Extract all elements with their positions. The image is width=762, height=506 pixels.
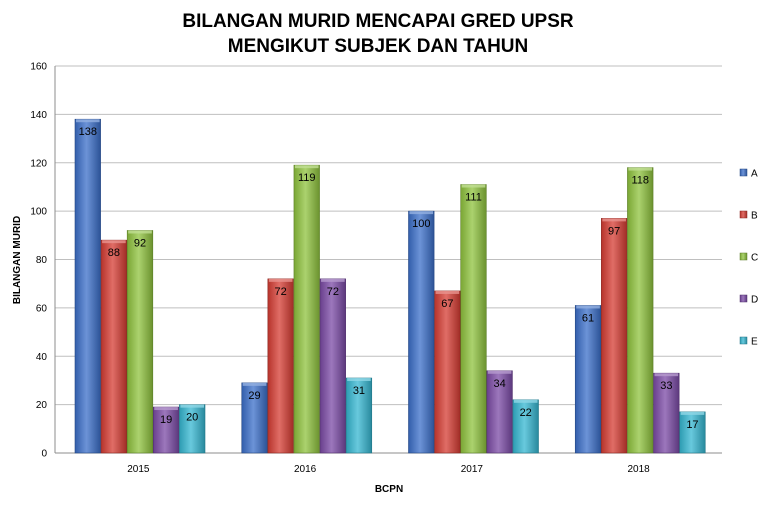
bar-C-2017: [460, 184, 487, 454]
x-axis-ticks: 2015 2016 2017 2018: [127, 464, 650, 475]
bar-B-2018: [601, 218, 628, 454]
legend-label-B: B: [751, 211, 758, 222]
bar-cap: [76, 119, 100, 123]
data-label: 17: [686, 419, 698, 431]
bar-D-2016: [319, 278, 346, 454]
bar-B-2017: [434, 290, 461, 454]
legend-swatch-B: [739, 210, 748, 219]
bar-cap: [654, 373, 679, 377]
y-tick-label: 80: [36, 255, 48, 266]
y-tick-label: 140: [30, 110, 47, 121]
data-label: 111: [465, 192, 482, 204]
y-tick-label: 20: [36, 400, 48, 411]
bar-C-2016: [293, 164, 320, 454]
x-tick-label: 2017: [461, 464, 484, 475]
bar-C-2015: [126, 230, 154, 454]
chart-title-line-1: BILANGAN MURID MENCAPAI GRED UPSR: [182, 11, 574, 32]
bar-B-2016: [267, 278, 294, 454]
bar-cap: [154, 407, 178, 411]
bar-cap: [102, 240, 126, 244]
legend-label-C: C: [751, 253, 758, 264]
data-label: 88: [108, 247, 120, 259]
bar-cap: [461, 184, 486, 188]
bar-cap: [513, 399, 538, 403]
bar-D-2017: [486, 370, 513, 454]
bar-cap: [180, 404, 204, 408]
y-tick-label: 40: [36, 352, 48, 363]
bar-cap: [628, 167, 653, 171]
legend-label-E: E: [751, 337, 758, 348]
bar-cap: [602, 218, 626, 222]
legend-label-D: D: [751, 295, 758, 306]
y-tick-label: 0: [41, 449, 47, 460]
data-label: 138: [79, 126, 97, 138]
y-tick-label: 100: [30, 207, 47, 218]
data-label: 100: [412, 218, 430, 230]
data-label: 20: [186, 412, 198, 424]
legend-label-A: A: [751, 169, 758, 180]
data-label: 29: [248, 390, 260, 402]
bar-A-2016: [241, 382, 268, 454]
chart-title-line-2: MENGIKUT SUBJEK DAN TAHUN: [228, 36, 528, 57]
bar-cap: [487, 370, 512, 374]
bar-E-2015: [179, 404, 206, 454]
data-label: 34: [493, 378, 505, 390]
data-label: 72: [327, 286, 339, 298]
data-label: 72: [275, 286, 287, 298]
y-axis-ticks: 0 20 40 60 80 100 120 140 160: [30, 62, 47, 460]
bar-cap: [347, 378, 371, 382]
legend: A B C D E: [739, 168, 758, 348]
data-label: 97: [608, 225, 620, 237]
bar-A-2015: [74, 118, 101, 454]
bar-cap: [435, 290, 460, 294]
y-tick-label: 60: [36, 303, 48, 314]
y-axis-label: BILANGAN MURID: [12, 216, 23, 304]
data-label: 19: [160, 414, 172, 426]
x-tick-label: 2016: [294, 464, 317, 475]
bar-cap: [680, 411, 705, 415]
data-label: 33: [660, 380, 672, 392]
bar-E-2016: [345, 377, 373, 454]
legend-swatch-D: [739, 294, 748, 303]
bar-D-2015: [153, 406, 180, 454]
bars: 138 88 92 19 20 29 72 119 72 31 100 67 111 34 22 61 97 11…: [74, 118, 706, 454]
bar-cap: [321, 278, 345, 282]
data-label: 31: [353, 385, 365, 397]
bar-cap: [409, 211, 434, 215]
x-tick-label: 2018: [628, 464, 651, 475]
x-axis-label: BCPN: [375, 484, 403, 495]
y-tick-label: 120: [30, 158, 47, 169]
data-label: 92: [134, 237, 146, 249]
bar-cap: [268, 278, 293, 282]
bar-cap: [576, 305, 600, 309]
bar-cap: [242, 382, 267, 386]
legend-swatch-E: [739, 336, 748, 345]
data-label: 22: [520, 407, 532, 419]
bar-B-2015: [100, 239, 127, 454]
bar-A-2017: [408, 210, 435, 454]
data-label: 119: [298, 172, 316, 184]
legend-swatch-A: [739, 168, 748, 177]
bar-cap: [128, 230, 152, 234]
data-label: 118: [631, 175, 649, 187]
bar-cap: [294, 165, 319, 169]
bar-C-2018: [627, 167, 654, 454]
bar-A-2018: [574, 305, 602, 454]
x-tick-label: 2015: [127, 464, 150, 475]
y-tick-label: 160: [30, 62, 47, 73]
legend-swatch-C: [739, 252, 748, 261]
data-label: 67: [441, 298, 453, 310]
data-label: 61: [582, 312, 594, 324]
